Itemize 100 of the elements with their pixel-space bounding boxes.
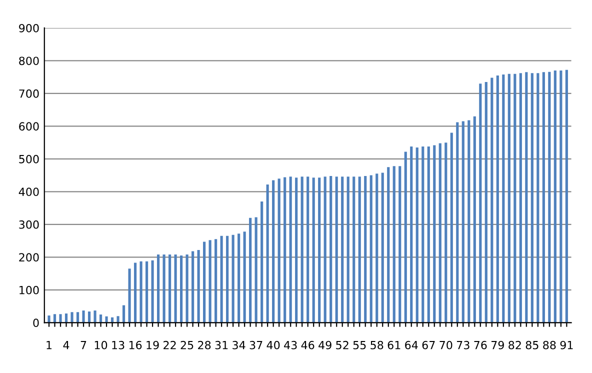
bar	[186, 254, 188, 323]
bar	[536, 73, 540, 323]
bar	[433, 145, 436, 323]
bar	[59, 314, 62, 323]
bar	[519, 73, 522, 323]
bar	[53, 314, 56, 323]
bar	[542, 72, 545, 323]
bar	[438, 143, 442, 323]
x-tick-label: 76	[474, 340, 487, 350]
bar	[468, 120, 470, 323]
bar	[548, 72, 551, 323]
bar	[346, 176, 350, 323]
bar	[151, 260, 154, 323]
bar	[94, 310, 96, 323]
y-tick-label: 500	[19, 154, 39, 164]
x-tick-label: 52	[336, 340, 348, 350]
x-tick-label: 34	[232, 340, 246, 350]
bar	[508, 74, 510, 323]
x-tick-label: 1	[46, 341, 52, 350]
bar	[266, 184, 269, 323]
x-tick-label: 88	[543, 340, 556, 350]
bar	[174, 254, 177, 323]
bar	[376, 174, 378, 323]
bar	[352, 176, 356, 323]
bar	[243, 232, 246, 323]
bar	[422, 146, 424, 323]
bar	[82, 310, 85, 323]
bar	[162, 254, 166, 323]
bar	[490, 78, 494, 323]
bar	[565, 70, 568, 323]
bar	[416, 147, 418, 323]
bar	[444, 142, 448, 323]
bar	[404, 152, 407, 323]
bar	[203, 242, 206, 323]
bar	[364, 176, 367, 323]
bar	[48, 315, 50, 323]
bar	[370, 175, 372, 323]
bar	[214, 239, 218, 323]
bar	[318, 178, 321, 323]
bar	[312, 178, 315, 323]
x-tick-label: 40	[266, 340, 280, 350]
x-tick-label: 61	[388, 340, 400, 350]
bar	[427, 146, 430, 323]
bar	[76, 312, 80, 323]
bar	[560, 70, 562, 323]
x-tick-label: 82	[508, 340, 521, 350]
bar	[105, 316, 108, 323]
y-tick-label: 600	[19, 122, 39, 131]
bar	[116, 316, 120, 323]
bar	[306, 176, 310, 323]
bar	[272, 180, 275, 323]
x-tick-label: 58	[370, 340, 384, 350]
x-tick-label: 31	[215, 340, 228, 350]
bar	[180, 256, 183, 323]
y-tick-label: 0	[33, 318, 39, 328]
x-tick-label: 4	[63, 341, 70, 350]
bar	[387, 167, 390, 323]
x-tick-label: 85	[526, 340, 538, 350]
bar	[462, 121, 464, 323]
bar	[484, 82, 488, 323]
x-tick-label: 28	[198, 340, 211, 350]
x-tick-label: 79	[491, 340, 504, 350]
y-tick-label: 100	[20, 286, 39, 294]
y-tick-label: 800	[19, 56, 39, 66]
bar	[249, 218, 252, 323]
x-tick-label: 7	[80, 341, 86, 350]
bar	[168, 254, 172, 323]
x-tick-label: 70	[440, 340, 452, 350]
bar	[335, 176, 338, 323]
bar	[140, 261, 142, 323]
x-tick-label: 46	[301, 340, 314, 350]
bar	[197, 250, 200, 323]
bar	[260, 202, 264, 323]
bar	[156, 254, 160, 323]
x-tick-label: 49	[318, 340, 332, 350]
bar	[324, 176, 326, 323]
y-tick-label: 700	[19, 89, 39, 98]
y-tick-label: 200	[19, 253, 39, 262]
bar	[192, 251, 194, 323]
x-tick-label: 91	[560, 340, 573, 350]
bar	[392, 166, 396, 323]
bar	[398, 166, 402, 323]
bar	[238, 234, 240, 323]
bar	[289, 176, 292, 323]
bar	[330, 176, 332, 323]
x-tick-label: 25	[180, 340, 194, 350]
x-tick-label: 37	[250, 340, 262, 350]
bar	[410, 146, 413, 323]
bar	[381, 172, 384, 323]
bar	[278, 178, 280, 323]
bar	[479, 84, 482, 323]
x-tick-label: 55	[353, 341, 366, 350]
x-tick-label: 10	[94, 340, 108, 350]
bar	[122, 305, 126, 323]
bar	[128, 268, 131, 323]
x-tick-label: 16	[129, 340, 142, 350]
bar	[300, 176, 304, 323]
bar	[525, 72, 528, 323]
bar	[284, 177, 286, 323]
x-tick-label: 13	[112, 340, 124, 350]
